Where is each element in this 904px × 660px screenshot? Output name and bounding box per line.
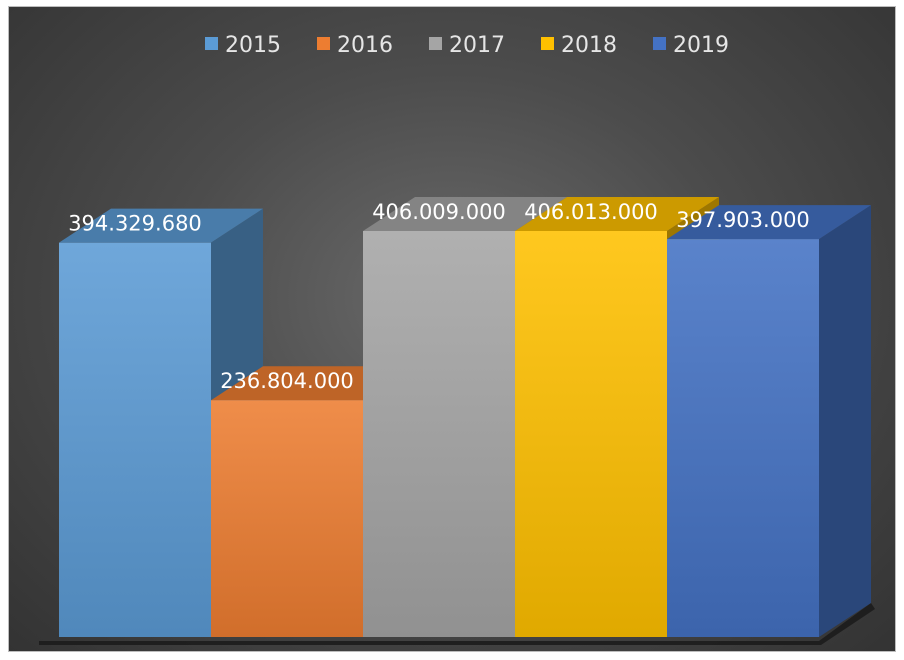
data-label-2016: 236.804.000 [220,369,354,393]
bar-2019 [667,205,871,637]
bar-front-2015 [59,242,211,637]
bar-front-2018 [515,231,667,637]
legend-label-2015: 2015 [225,33,281,58]
legend-swatch-2016 [317,37,330,50]
legend-label-2016: 2016 [337,33,393,58]
bar-chart: 2015 2016 2017 2018 2019 394.329.680 236.804.… [39,33,875,645]
legend-swatch-2018 [541,37,554,50]
legend-swatch-2017 [429,37,442,50]
bar-top-2015 [59,208,263,243]
legend-label-2017: 2017 [449,33,505,58]
bar-side-2019 [819,205,871,637]
legend-swatch-2015 [205,37,218,50]
legend-label-2018: 2018 [561,33,617,58]
chart-frame: 2015 2016 2017 2018 2019 394.329.680 236.804.… [8,6,896,652]
bar-top-2018 [515,197,719,231]
bar-front-2016 [211,400,363,637]
legend-label-2019: 2019 [673,33,729,58]
legend: 2015 2016 2017 2018 2019 [205,33,729,58]
bar-front-2019 [667,239,819,637]
data-label-2019: 397.903.000 [676,208,810,232]
data-label-2017: 406.009.000 [372,200,506,224]
legend-swatch-2019 [653,37,666,50]
bar-front-2017 [363,231,515,637]
bar-top-2019 [667,205,871,240]
bar-top-2017 [363,197,567,232]
data-label-2018: 406.013.000 [524,200,658,224]
data-label-2015: 394.329.680 [68,212,202,236]
